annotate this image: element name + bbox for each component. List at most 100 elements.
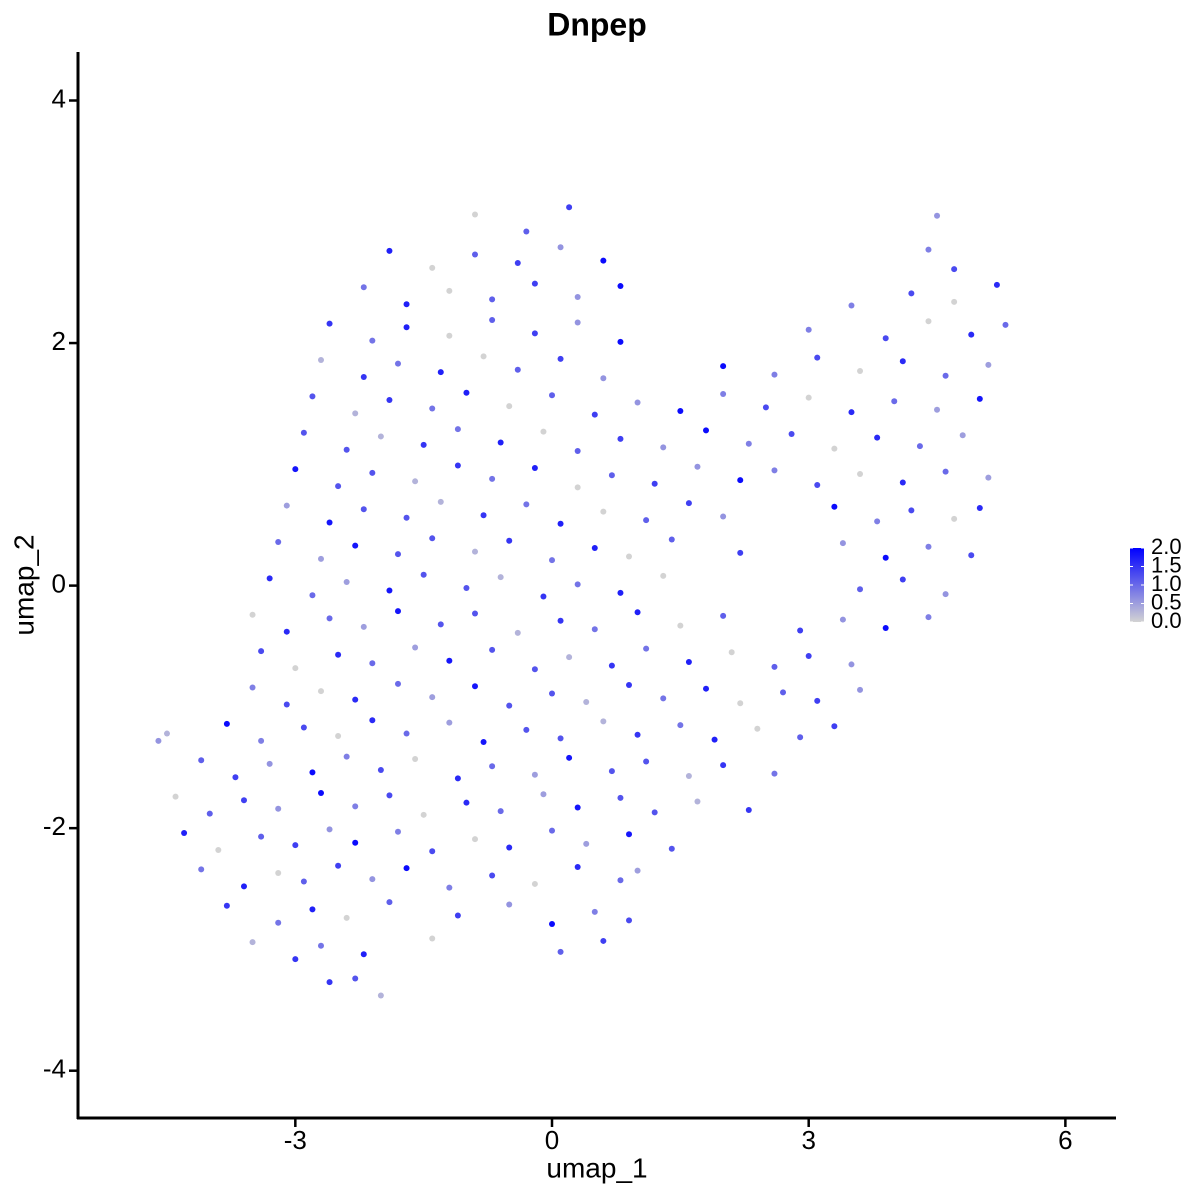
- point: [831, 445, 838, 452]
- point: [805, 394, 812, 401]
- point: [617, 283, 624, 290]
- point: [437, 369, 444, 376]
- point: [300, 878, 307, 885]
- point: [574, 804, 581, 811]
- point: [762, 404, 769, 411]
- point: [429, 535, 436, 542]
- point: [258, 737, 265, 744]
- point: [549, 827, 556, 834]
- point: [283, 701, 290, 708]
- point: [300, 724, 307, 731]
- point: [394, 608, 401, 615]
- point: [352, 839, 359, 846]
- point: [446, 719, 453, 726]
- point: [198, 866, 205, 873]
- point: [591, 626, 598, 633]
- point: [720, 513, 727, 520]
- point: [626, 553, 633, 560]
- point: [489, 646, 496, 653]
- y-tick-label: -2: [43, 811, 66, 841]
- point: [600, 508, 607, 515]
- point: [420, 571, 427, 578]
- point: [574, 863, 581, 870]
- point: [369, 469, 376, 476]
- point: [557, 244, 564, 251]
- point: [745, 806, 752, 813]
- point: [874, 434, 881, 441]
- point: [394, 551, 401, 558]
- point: [437, 621, 444, 628]
- point: [394, 828, 401, 835]
- point: [489, 296, 496, 303]
- point: [549, 920, 556, 927]
- point: [352, 410, 359, 417]
- point: [343, 446, 350, 453]
- point: [403, 730, 410, 737]
- point: [377, 992, 384, 999]
- point: [831, 723, 838, 730]
- point: [369, 337, 376, 344]
- y-tick-label: 2: [52, 326, 66, 356]
- point: [412, 756, 419, 763]
- point: [934, 406, 941, 413]
- point: [531, 464, 538, 471]
- point: [403, 324, 410, 331]
- point: [942, 591, 949, 598]
- point: [797, 734, 804, 741]
- point: [275, 805, 282, 812]
- point: [720, 363, 727, 370]
- point: [857, 686, 864, 693]
- point: [737, 549, 744, 556]
- point: [155, 737, 162, 744]
- point: [480, 512, 487, 519]
- point: [446, 657, 453, 664]
- point: [566, 204, 573, 211]
- point: [489, 872, 496, 879]
- point: [249, 939, 256, 946]
- point: [472, 683, 479, 690]
- point: [882, 625, 889, 632]
- point: [472, 211, 479, 218]
- point: [360, 506, 367, 513]
- point: [634, 609, 641, 616]
- point: [574, 484, 581, 491]
- point: [360, 951, 367, 958]
- point: [377, 766, 384, 773]
- point: [386, 397, 393, 404]
- point: [677, 722, 684, 729]
- point: [523, 726, 530, 733]
- point: [429, 694, 436, 701]
- point: [266, 760, 273, 767]
- point: [685, 773, 692, 780]
- point: [780, 689, 787, 696]
- colorbar-label: 0.0: [1151, 608, 1182, 633]
- point: [643, 517, 650, 524]
- point: [608, 768, 615, 775]
- point: [916, 443, 923, 450]
- point: [591, 908, 598, 915]
- point: [172, 793, 179, 800]
- point: [240, 797, 247, 804]
- point: [857, 586, 864, 593]
- point: [643, 645, 650, 652]
- colorbar-label: 0.5: [1151, 589, 1182, 614]
- point: [848, 661, 855, 668]
- point: [566, 654, 573, 661]
- point: [181, 830, 188, 837]
- point: [891, 398, 898, 405]
- point: [317, 555, 324, 562]
- point: [343, 753, 350, 760]
- point: [985, 361, 992, 368]
- point: [908, 507, 915, 514]
- point: [549, 392, 556, 399]
- point: [326, 615, 333, 622]
- point: [771, 371, 778, 378]
- point: [694, 798, 701, 805]
- point: [951, 298, 958, 305]
- point: [523, 501, 530, 508]
- point: [617, 794, 624, 801]
- point: [814, 697, 821, 704]
- point: [557, 948, 564, 955]
- point: [703, 427, 710, 434]
- point: [523, 228, 530, 235]
